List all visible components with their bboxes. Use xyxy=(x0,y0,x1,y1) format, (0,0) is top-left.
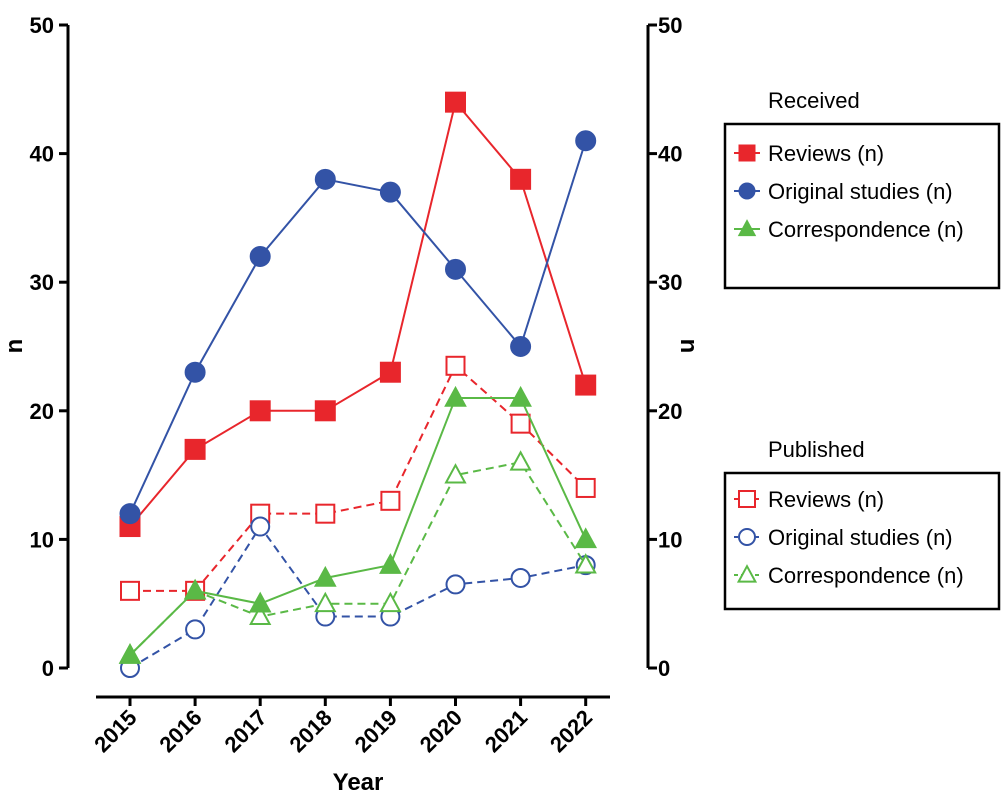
legend-item: Original studies (n) xyxy=(734,179,953,204)
data-point xyxy=(445,574,466,595)
data-point xyxy=(314,591,337,613)
legend-marker xyxy=(738,490,756,508)
legend-item: Reviews (n) xyxy=(734,141,884,166)
data-point xyxy=(379,591,402,613)
y-tick-label-right: 10 xyxy=(658,527,682,552)
legend-marker xyxy=(738,528,756,546)
x-tick-label: 2021 xyxy=(480,705,532,757)
y-tick-label-left: 20 xyxy=(30,399,54,424)
y-tick-label-right: 40 xyxy=(658,142,682,167)
data-point xyxy=(185,619,206,640)
x-tick-label: 2019 xyxy=(350,705,402,757)
legend-label: Original studies (n) xyxy=(768,179,953,204)
legend-published: Published Reviews (n) Original studies (n)… xyxy=(723,437,1001,611)
legend-box xyxy=(723,122,1001,290)
legend-marker xyxy=(737,219,757,237)
legend-item: Correspondence (n) xyxy=(734,563,964,588)
series-published-0 xyxy=(120,355,596,601)
series-line xyxy=(129,140,587,515)
data-point xyxy=(314,400,336,422)
series-line xyxy=(129,396,587,656)
y-tick-label-right: 0 xyxy=(658,656,670,681)
data-point xyxy=(184,438,206,460)
legend-item: Original studies (n) xyxy=(734,525,953,550)
data-point xyxy=(509,450,532,471)
series-layer xyxy=(118,91,598,678)
data-point xyxy=(249,400,271,422)
data-point xyxy=(248,591,272,613)
y-tick-label-right: 30 xyxy=(658,270,682,295)
x-tick-label: 2016 xyxy=(154,705,206,757)
data-point xyxy=(380,490,401,511)
legend-marker xyxy=(738,182,756,200)
y-tick-label-right: 20 xyxy=(658,399,682,424)
data-point xyxy=(315,503,336,524)
legend-label: Original studies (n) xyxy=(768,525,953,550)
data-point xyxy=(444,385,467,407)
data-point xyxy=(510,413,531,434)
y-tick-label-left: 10 xyxy=(30,527,54,552)
legend-received: Received Reviews (n) Original studies (n) C… xyxy=(723,88,1001,290)
series-line xyxy=(129,524,586,669)
series-line xyxy=(130,364,587,592)
legend-title: Received xyxy=(768,88,860,113)
legend-label: Reviews (n) xyxy=(768,141,884,166)
legend-item: Correspondence (n) xyxy=(734,217,964,242)
legend-box xyxy=(723,471,1001,611)
data-point xyxy=(314,168,336,190)
data-point xyxy=(313,565,337,587)
data-point xyxy=(120,580,140,601)
y-tick-label-left: 30 xyxy=(30,270,54,295)
y-tick-label-left: 0 xyxy=(42,656,54,681)
legend-item: Reviews (n) xyxy=(734,487,884,512)
data-point xyxy=(575,477,596,498)
legend-label: Correspondence (n) xyxy=(768,563,964,588)
data-point xyxy=(379,361,401,383)
data-point xyxy=(575,374,597,396)
y-tick-label-right: 50 xyxy=(658,13,682,38)
x-tick-label: 2020 xyxy=(415,705,467,757)
data-point xyxy=(510,567,531,588)
series-received-1 xyxy=(119,130,597,525)
data-point xyxy=(444,463,467,484)
series-received-2 xyxy=(118,385,598,664)
x-tick-label: 2017 xyxy=(219,705,271,757)
data-point xyxy=(379,181,401,203)
x-tick-label: 2015 xyxy=(89,705,141,757)
data-point xyxy=(249,604,272,625)
data-point xyxy=(574,527,598,549)
data-point xyxy=(574,553,597,574)
data-point xyxy=(250,516,271,537)
legend-marker xyxy=(738,144,756,162)
data-point xyxy=(445,91,466,113)
legend-layer: Received Reviews (n) Original studies (n) C… xyxy=(723,88,1001,611)
x-tick-label: 2018 xyxy=(285,705,337,757)
x-tick-label: 2022 xyxy=(545,705,597,757)
data-point xyxy=(509,385,532,407)
data-point xyxy=(118,643,142,664)
legend-label: Correspondence (n) xyxy=(768,217,964,242)
legend-label: Reviews (n) xyxy=(768,487,884,512)
data-point xyxy=(445,258,466,280)
y-tick-label-left: 40 xyxy=(30,142,54,167)
data-point xyxy=(249,245,271,267)
y-tick-label-left: 50 xyxy=(30,13,54,38)
x-axis-title: Year xyxy=(333,769,384,796)
data-point xyxy=(510,168,532,190)
data-point xyxy=(575,130,597,152)
series-line xyxy=(129,461,587,656)
data-point xyxy=(119,503,141,525)
series-line xyxy=(129,100,587,528)
data-point xyxy=(183,578,207,600)
y-axis-title-right: n xyxy=(675,339,702,354)
data-point xyxy=(445,355,466,376)
data-point xyxy=(510,336,532,357)
legend-marker xyxy=(736,564,758,583)
data-point xyxy=(379,553,402,574)
data-point xyxy=(184,361,206,383)
y-axis-title-left: n xyxy=(1,339,28,354)
legend-title: Published xyxy=(768,437,865,462)
